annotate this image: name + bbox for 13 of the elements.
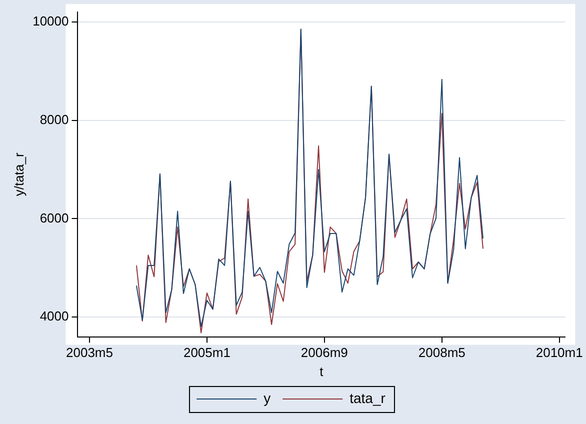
y-tick-label: 8000 [40, 112, 69, 127]
legend-label: tata_r [350, 390, 386, 406]
y-tick-label: 10000 [32, 13, 69, 28]
x-axis-title: t [320, 364, 324, 379]
x-tick-label: 2006m9 [300, 345, 348, 360]
x-tick-label: 2008m5 [418, 345, 466, 360]
x-tick-label: 2003m5 [66, 345, 113, 360]
x-tick-label: 2010m1 [536, 345, 583, 360]
x-tick-label: 2005m1 [183, 345, 230, 360]
y-axis-title: y/tata_r [11, 152, 26, 196]
y-tick-label: 6000 [40, 210, 69, 226]
legend-label: y [264, 390, 271, 406]
y-tick-label: 4000 [40, 308, 69, 324]
